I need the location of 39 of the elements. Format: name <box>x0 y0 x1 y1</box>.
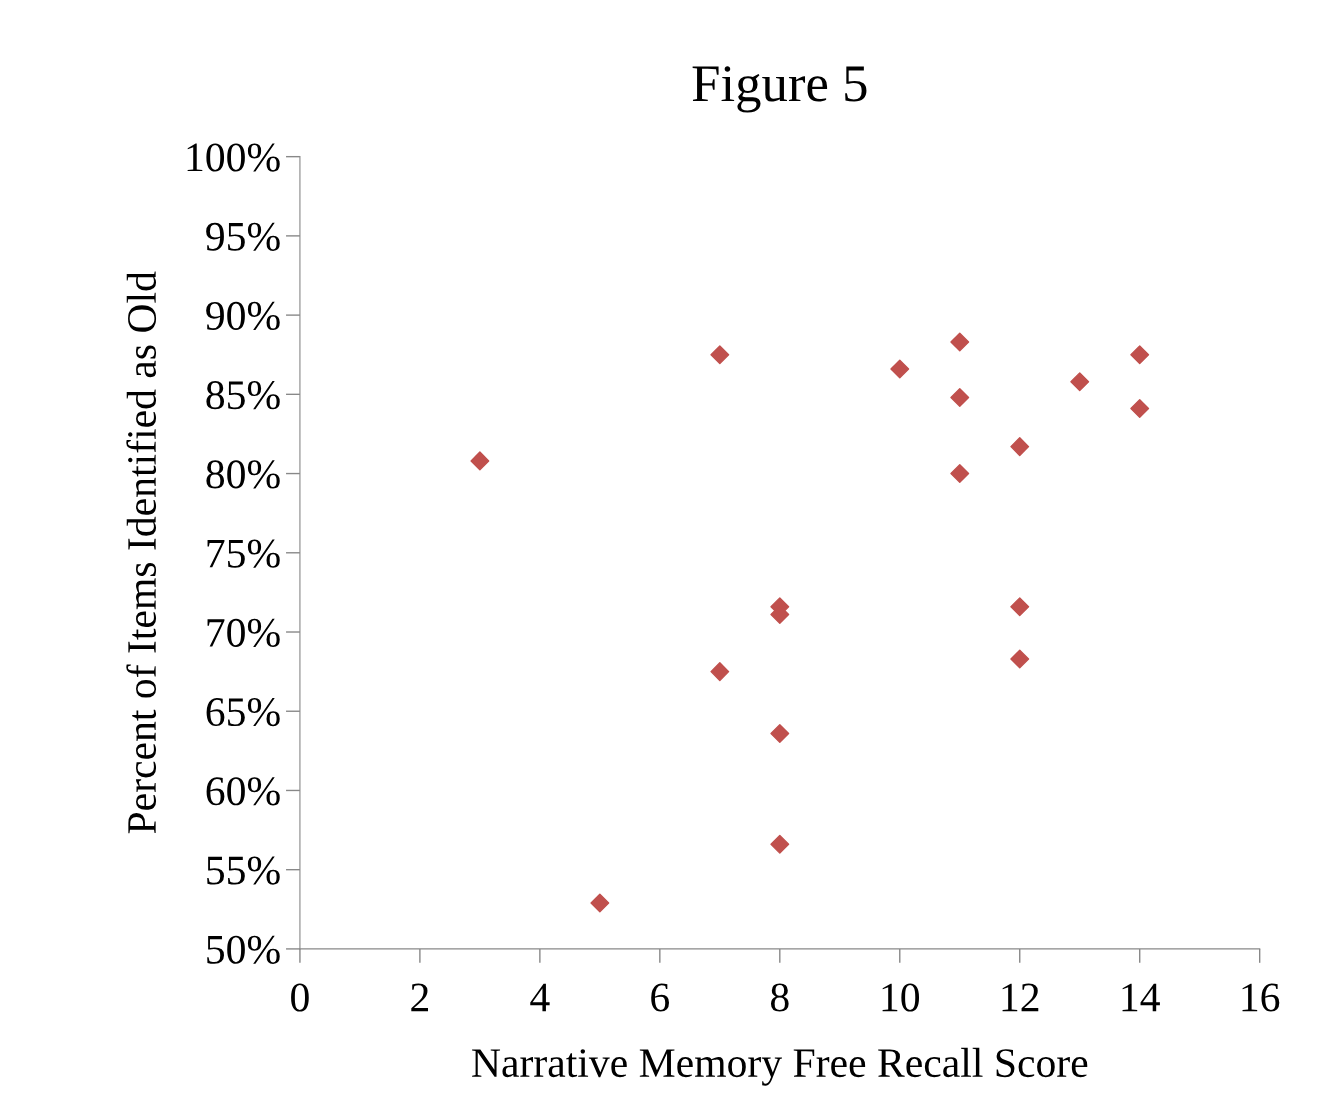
point <box>950 464 970 484</box>
point <box>1010 437 1030 457</box>
point <box>950 388 970 407</box>
y-tick-label: 70% <box>207 618 280 648</box>
point <box>1130 345 1150 365</box>
point <box>770 723 790 743</box>
x-tick-label: 2 <box>411 983 429 1012</box>
y-tick-label: 90% <box>206 301 280 331</box>
y-tick-label: 55% <box>207 856 280 885</box>
x-axis-title: Narrative Memory Free Recall Score <box>472 1047 1088 1086</box>
point <box>770 834 790 854</box>
y-tick-label: 50% <box>207 935 280 964</box>
x-tick-label: 16 <box>1242 983 1280 1012</box>
point <box>890 359 910 379</box>
y-axis-title: Percent of Items Identified as Old <box>126 271 157 834</box>
y-tick-label: 65% <box>206 697 280 727</box>
point <box>590 893 610 913</box>
y-tick-label: 85% <box>206 381 280 410</box>
y-tick-label: 80% <box>206 460 280 489</box>
point <box>1010 597 1030 617</box>
x-tick-label: 4 <box>530 983 550 1012</box>
point <box>470 451 490 471</box>
chart-title: Figure 5 <box>692 66 867 113</box>
point <box>710 345 730 365</box>
x-tick-label: 8 <box>770 983 789 1012</box>
y-tick-label: 60% <box>206 777 280 806</box>
y-tick-label: 95% <box>206 222 280 251</box>
point <box>1010 649 1030 669</box>
x-tick-label: 14 <box>1122 983 1160 1012</box>
x-tick-label: 6 <box>651 983 670 1012</box>
x-tick-label: 10 <box>882 983 920 1012</box>
x-tick-label: 0 <box>291 983 309 1012</box>
x-tick-label: 12 <box>1002 983 1039 1012</box>
point <box>950 332 970 352</box>
point <box>1070 372 1090 392</box>
point <box>1130 399 1150 419</box>
y-tick-label: 75% <box>207 539 280 568</box>
point <box>710 662 730 682</box>
y-tick-label: 100% <box>187 143 280 172</box>
